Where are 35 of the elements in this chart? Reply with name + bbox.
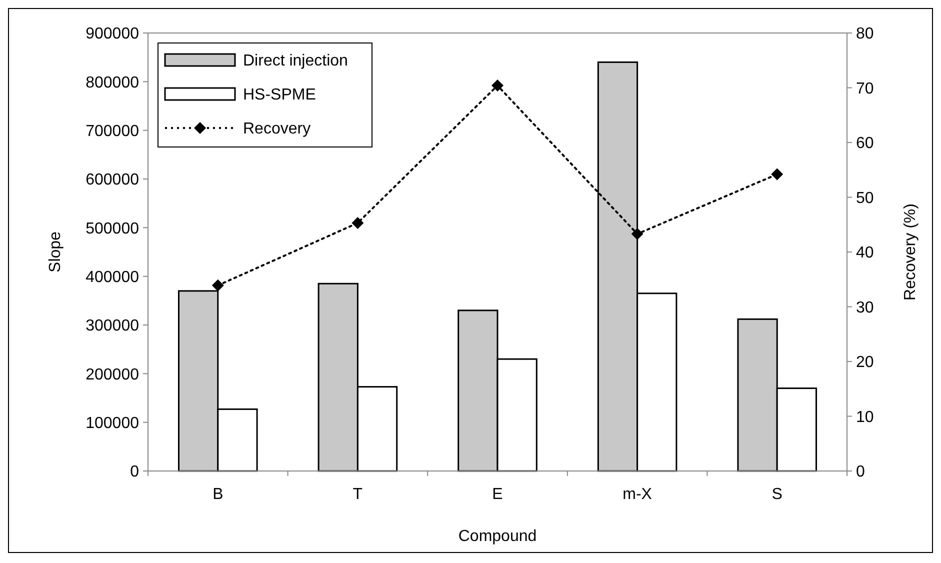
y-tick-label: 400000 — [86, 268, 140, 286]
legend-label: HS-SPME — [243, 86, 316, 104]
legend-label: Direct injection — [243, 52, 348, 70]
y-tick-label: 100000 — [86, 414, 140, 432]
y2-axis-title: Recovery (%) — [902, 204, 919, 300]
y-tick-label: 900000 — [86, 26, 140, 43]
x-tick-label: m-X — [622, 486, 652, 503]
y-tick-label: 700000 — [86, 122, 140, 140]
y2-tick-label: 20 — [856, 354, 874, 372]
point — [352, 216, 364, 229]
x-tick-label: S — [772, 486, 782, 503]
y-tick-label: 200000 — [86, 366, 140, 384]
x-tick-label: B — [212, 486, 224, 503]
y-tick-label: 600000 — [86, 172, 140, 189]
x-tick-label: T — [352, 486, 363, 503]
x-axis-title: Compound — [458, 528, 537, 545]
point — [212, 279, 224, 292]
y2-tick-label: 10 — [856, 408, 874, 426]
legend-label: Recovery — [243, 120, 311, 138]
y2-tick-label: 0 — [856, 464, 865, 481]
point — [771, 168, 784, 180]
y2-tick-label: 40 — [856, 244, 874, 262]
y2-tick-label: 80 — [856, 26, 874, 43]
y2-tick-label: 50 — [856, 190, 874, 207]
y-tick-label: 500000 — [86, 220, 140, 238]
y2-tick-label: 70 — [856, 80, 874, 98]
y-tick-label: 300000 — [86, 318, 140, 335]
y-tick-label: 800000 — [86, 74, 140, 92]
y-axis-title: Slope — [47, 231, 64, 272]
y2-tick-label: 30 — [856, 299, 874, 316]
x-tick-label: E — [492, 486, 503, 503]
point — [492, 80, 504, 92]
point — [631, 228, 644, 240]
y-tick-label: 0 — [130, 464, 140, 481]
y2-tick-label: 60 — [856, 135, 874, 152]
